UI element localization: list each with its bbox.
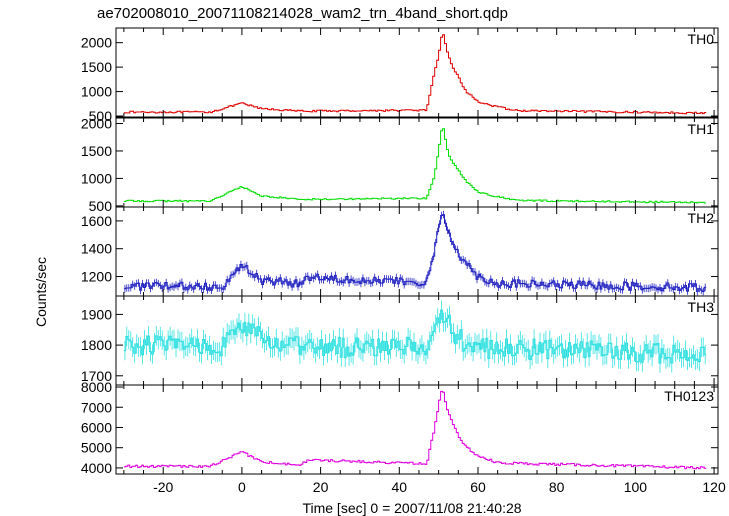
y-tick-label-TH1: 500 (89, 198, 113, 214)
x-tick-label: 100 (624, 479, 648, 495)
panel-frame-TH0123 (115, 384, 719, 475)
y-tick-label-TH0: 1500 (81, 59, 112, 75)
x-tick-label: 120 (702, 479, 726, 495)
y-tick-label-TH0123: 7000 (81, 399, 112, 415)
error-bars-TH1 (124, 128, 706, 204)
panel-frame-TH3 (115, 295, 719, 386)
error-bars-TH0 (124, 34, 706, 114)
series-line-TH3 (123, 309, 707, 364)
y-tick-label-TH3: 1800 (81, 337, 112, 353)
series-line-TH0 (123, 34, 707, 115)
y-tick-label-TH1: 2000 (81, 115, 112, 131)
y-tick-label-TH0: 1000 (81, 84, 112, 100)
x-tick-label: 20 (313, 479, 329, 495)
y-tick-label-TH1: 1000 (81, 170, 112, 186)
y-tick-label-TH2: 1200 (81, 269, 112, 285)
y-tick-label-TH0: 2000 (81, 35, 112, 51)
x-axis-label: Time [sec] 0 = 2007/11/08 21:40:28 (302, 500, 521, 516)
y-axis-label: Counts/sec (33, 257, 49, 327)
chart-title: ae702008010_20071108214028_wam2_trn_4ban… (97, 5, 508, 22)
panel-label-TH0: TH0 (688, 31, 715, 47)
y-tick-label-TH2: 1600 (81, 213, 112, 229)
error-bars-TH3 (124, 300, 706, 373)
panel-frame-TH1 (115, 117, 719, 208)
x-tick-label: 0 (238, 479, 246, 495)
panel-label-TH3: TH3 (688, 299, 715, 315)
y-tick-label-TH1: 1500 (81, 143, 112, 159)
panel-frame-TH0 (115, 27, 719, 118)
y-tick-label-TH2: 1400 (81, 241, 112, 257)
x-tick-label: 60 (470, 479, 486, 495)
panel-label-TH1: TH1 (688, 121, 715, 137)
series-line-TH0123 (123, 390, 707, 470)
panel-label-TH2: TH2 (688, 210, 715, 226)
series-line-TH1 (123, 128, 707, 204)
panels-group: TH0500100015002000TH1500100015002000TH21… (81, 27, 726, 495)
x-tick-label: 40 (392, 479, 408, 495)
y-tick-label-TH0123: 5000 (81, 440, 112, 456)
x-tick-label: 80 (549, 479, 565, 495)
y-tick-label-TH0123: 4000 (81, 460, 112, 476)
series-line-TH2 (123, 214, 707, 292)
y-tick-label-TH0123: 8000 (81, 379, 112, 395)
y-tick-label-TH0: 500 (89, 108, 113, 124)
x-tick-label: -20 (153, 479, 173, 495)
y-tick-label-TH0123: 6000 (81, 419, 112, 435)
error-bars-TH0123 (124, 391, 706, 470)
y-tick-label-TH3: 1900 (81, 306, 112, 322)
y-tick-label-TH3: 1700 (81, 368, 112, 384)
panel-label-TH0123: TH0123 (664, 388, 714, 404)
